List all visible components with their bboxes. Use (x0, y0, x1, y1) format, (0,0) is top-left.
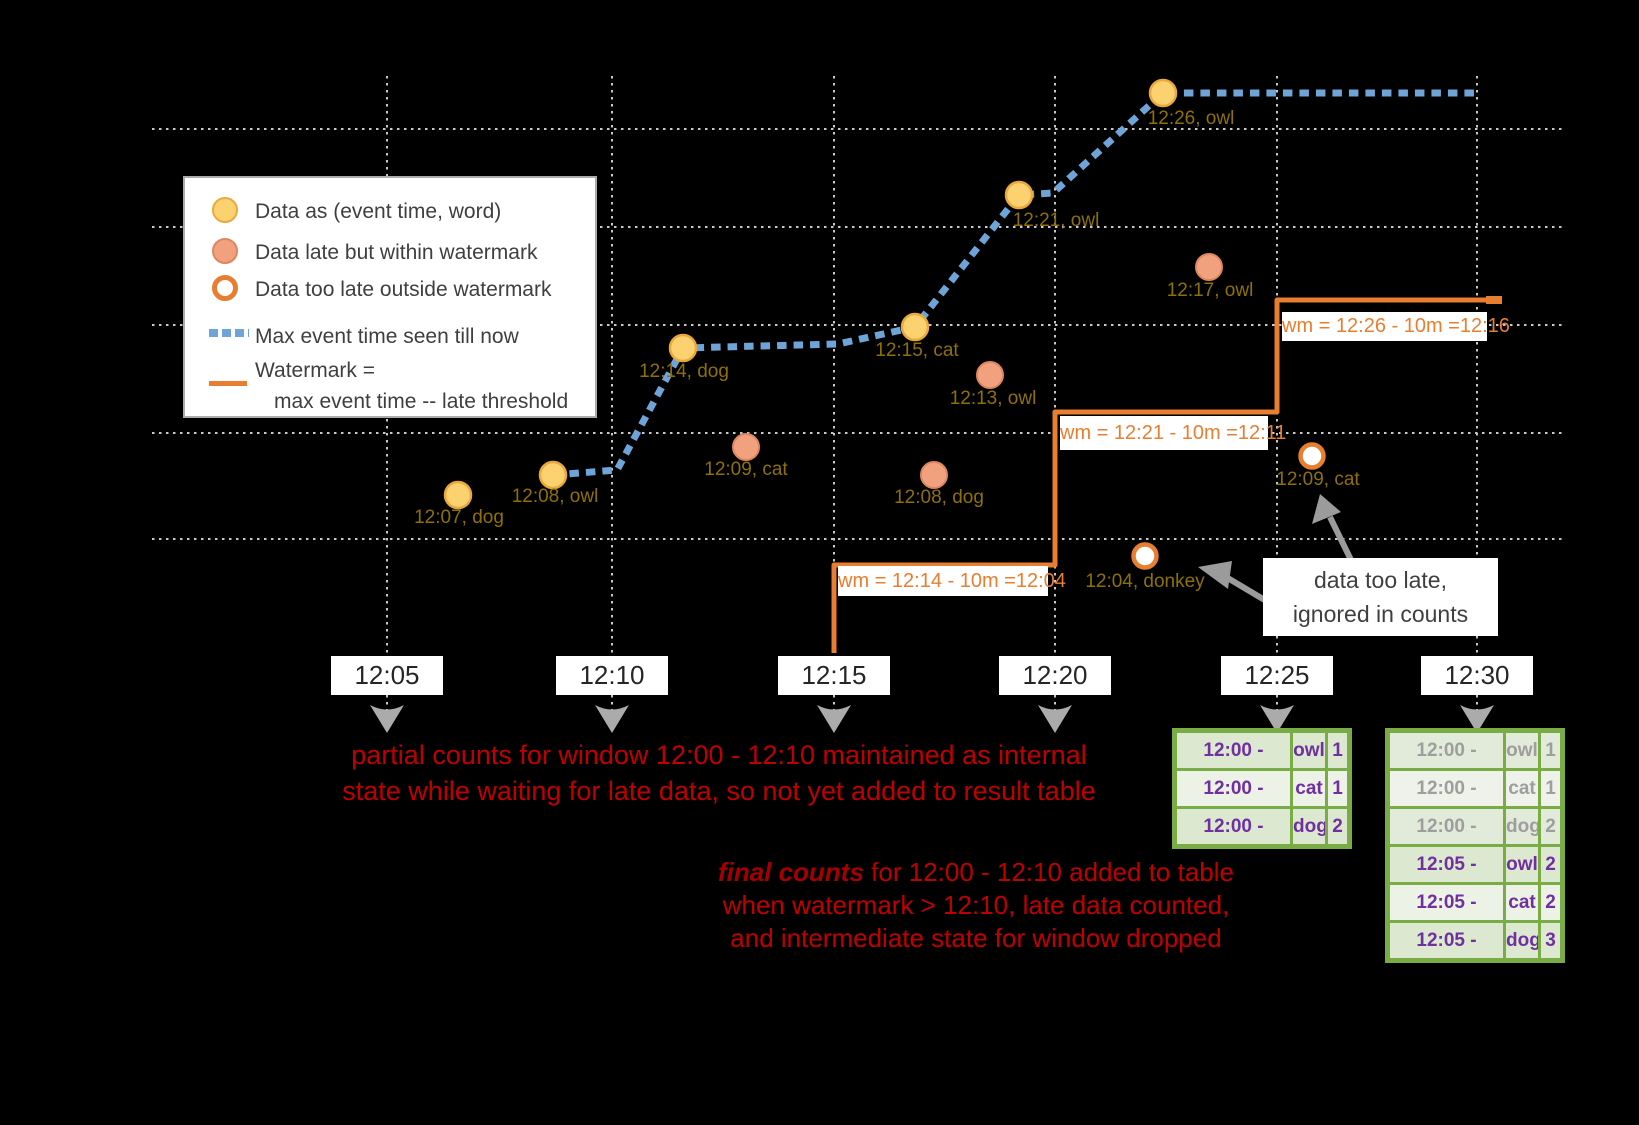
final-counts-note: final counts for 12:00 - 12:10 added to … (640, 856, 1312, 955)
too-late-callout-arrows (1198, 494, 1355, 605)
final-counts-note-line2: when watermark > 12:10, late data counte… (722, 890, 1230, 920)
final-counts-rest: for 12:00 - 12:10 added to table (863, 857, 1234, 887)
table-cell-count: 2 (1541, 809, 1560, 844)
on-time-data-points (443, 78, 1178, 510)
table-cell-count: 1 (1328, 771, 1347, 806)
partial-counts-note: partial counts for window 12:00 - 12:10 … (330, 737, 1108, 809)
table-cell-count: 1 (1541, 733, 1560, 768)
point-12-21-owl (1004, 180, 1034, 210)
point-label-12-15-cat: 12:15, cat (875, 340, 959, 361)
final-counts-note-line1: final counts for 12:00 - 12:10 added to … (640, 856, 1312, 889)
table-cell-word: owl (1506, 733, 1538, 768)
trigger-time-12-25: 12:25 (1221, 656, 1333, 695)
table-cell-window: 12:00 - 12:10 (1177, 733, 1290, 768)
legend: Data as (event time, word) Data late but… (183, 176, 597, 418)
table-cell-word: owl (1293, 733, 1325, 768)
table-cell-window: 12:00 - 12:10 (1390, 733, 1503, 768)
point-12-09-cat-late (732, 433, 760, 461)
table-cell-word: cat (1506, 885, 1538, 920)
too-late-data-points (1131, 442, 1326, 570)
too-late-callout-line2: ignored in counts (1292, 601, 1469, 627)
too-late-callout: data too late, ignored in counts (1263, 558, 1498, 636)
table-cell-window: 12:05 - 12:15 (1390, 923, 1503, 958)
legend-item-watermark-def: max event time -- late threshold (274, 390, 569, 413)
table-cell-window: 12:00 - 12:10 (1177, 809, 1290, 844)
legend-item-too-late: Data too late outside watermark (255, 278, 552, 301)
partial-counts-note-line2: state while waiting for late data, so no… (342, 776, 1096, 806)
too-late-callout-line1: data too late, (1314, 567, 1447, 593)
table-cell-count: 2 (1541, 847, 1560, 882)
table-cell-count: 2 (1541, 885, 1560, 920)
point-label-12-13-owl: 12:13, owl (949, 388, 1037, 409)
point-label-12-08-owl: 12:08, owl (511, 486, 599, 507)
legend-item-on-time: Data as (event time, word) (255, 200, 502, 223)
result-table-12-30: 12:00 - 12:10 owl 1 12:00 - 12:10 cat 1 … (1385, 728, 1565, 963)
table-cell-word: owl (1506, 847, 1538, 882)
trigger-arrows (370, 705, 1494, 733)
late-data-points (732, 253, 1223, 489)
point-label-12-09-cat-toolate: 12:09, cat (1276, 469, 1360, 490)
max-event-time-line (552, 89, 1480, 479)
on-time-dot-icon (212, 197, 238, 223)
point-12-08-dog (920, 461, 948, 489)
trigger-time-12-30: 12:30 (1421, 656, 1533, 695)
point-label-12-07-dog: 12:07, dog (414, 507, 504, 528)
legend-item-max-event-time: Max event time seen till now (255, 325, 519, 348)
watermark-label-2: wm = 12:21 - 10m =12:11 (1060, 416, 1286, 450)
table-cell-word: dog (1293, 809, 1325, 844)
table-cell-word: dog (1506, 923, 1538, 958)
table-cell-count: 3 (1541, 923, 1560, 958)
partial-counts-note-line1: partial counts for window 12:00 - 12:10 … (351, 740, 1087, 770)
point-label-12-17-owl: 12:17, owl (1166, 280, 1254, 301)
too-late-dot-icon (212, 275, 238, 301)
point-12-26-owl (1148, 78, 1178, 108)
watermark-step-line (831, 297, 1501, 653)
final-counts-emphasis: final counts (718, 857, 864, 887)
point-label-12-08-dog: 12:08, dog (894, 487, 984, 508)
result-table-12-25: 12:00 - 12:10 owl 1 12:00 - 12:10 cat 1 … (1172, 728, 1352, 849)
watermark-line-icon (209, 381, 247, 386)
point-label-12-21-owl: 12:21, owl (1012, 210, 1100, 231)
final-counts-note-line3: and intermediate state for window droppe… (730, 923, 1222, 953)
table-cell-window: 12:00 - 12:10 (1390, 809, 1503, 844)
point-label-12-14-dog: 12:14, dog (639, 361, 729, 382)
trigger-time-12-05: 12:05 (331, 656, 443, 695)
trigger-time-12-15: 12:15 (778, 656, 890, 695)
point-12-14-dog (668, 333, 698, 363)
point-label-12-09-cat-late: 12:09, cat (704, 459, 788, 480)
point-label-12-04-donkey: 12:04, donkey (1085, 571, 1205, 592)
point-label-12-26-owl: 12:26, owl (1147, 108, 1235, 129)
late-dot-icon (212, 238, 238, 264)
max-event-time-line-icon (209, 329, 249, 337)
watermark-label-1: wm = 12:14 - 10m =12:04 (838, 566, 1066, 596)
table-cell-window: 12:05 - 12:15 (1390, 847, 1503, 882)
table-cell-window: 12:00 - 12:10 (1390, 771, 1503, 806)
watermark-label-3: wm = 12:26 - 10m =12:16 (1282, 312, 1510, 341)
point-12-04-donkey (1131, 542, 1159, 570)
point-12-08-owl (538, 460, 568, 490)
table-cell-word: dog (1506, 809, 1538, 844)
table-cell-window: 12:00 - 12:10 (1177, 771, 1290, 806)
point-12-15-cat (900, 312, 930, 342)
table-cell-window: 12:05 - 12:15 (1390, 885, 1503, 920)
trigger-time-12-20: 12:20 (999, 656, 1111, 695)
table-cell-word: cat (1506, 771, 1538, 806)
legend-item-late: Data late but within watermark (255, 241, 538, 264)
table-cell-word: cat (1293, 771, 1325, 806)
table-cell-count: 1 (1328, 733, 1347, 768)
table-cell-count: 1 (1541, 771, 1560, 806)
trigger-time-12-10: 12:10 (556, 656, 668, 695)
point-12-09-cat-toolate (1298, 442, 1326, 470)
point-12-07-dog (443, 480, 473, 510)
point-12-17-owl (1195, 253, 1223, 281)
point-12-13-owl (976, 361, 1004, 389)
legend-item-watermark: Watermark = (255, 359, 375, 382)
watermark-line-end-cap (1486, 296, 1502, 304)
table-cell-count: 2 (1328, 809, 1347, 844)
